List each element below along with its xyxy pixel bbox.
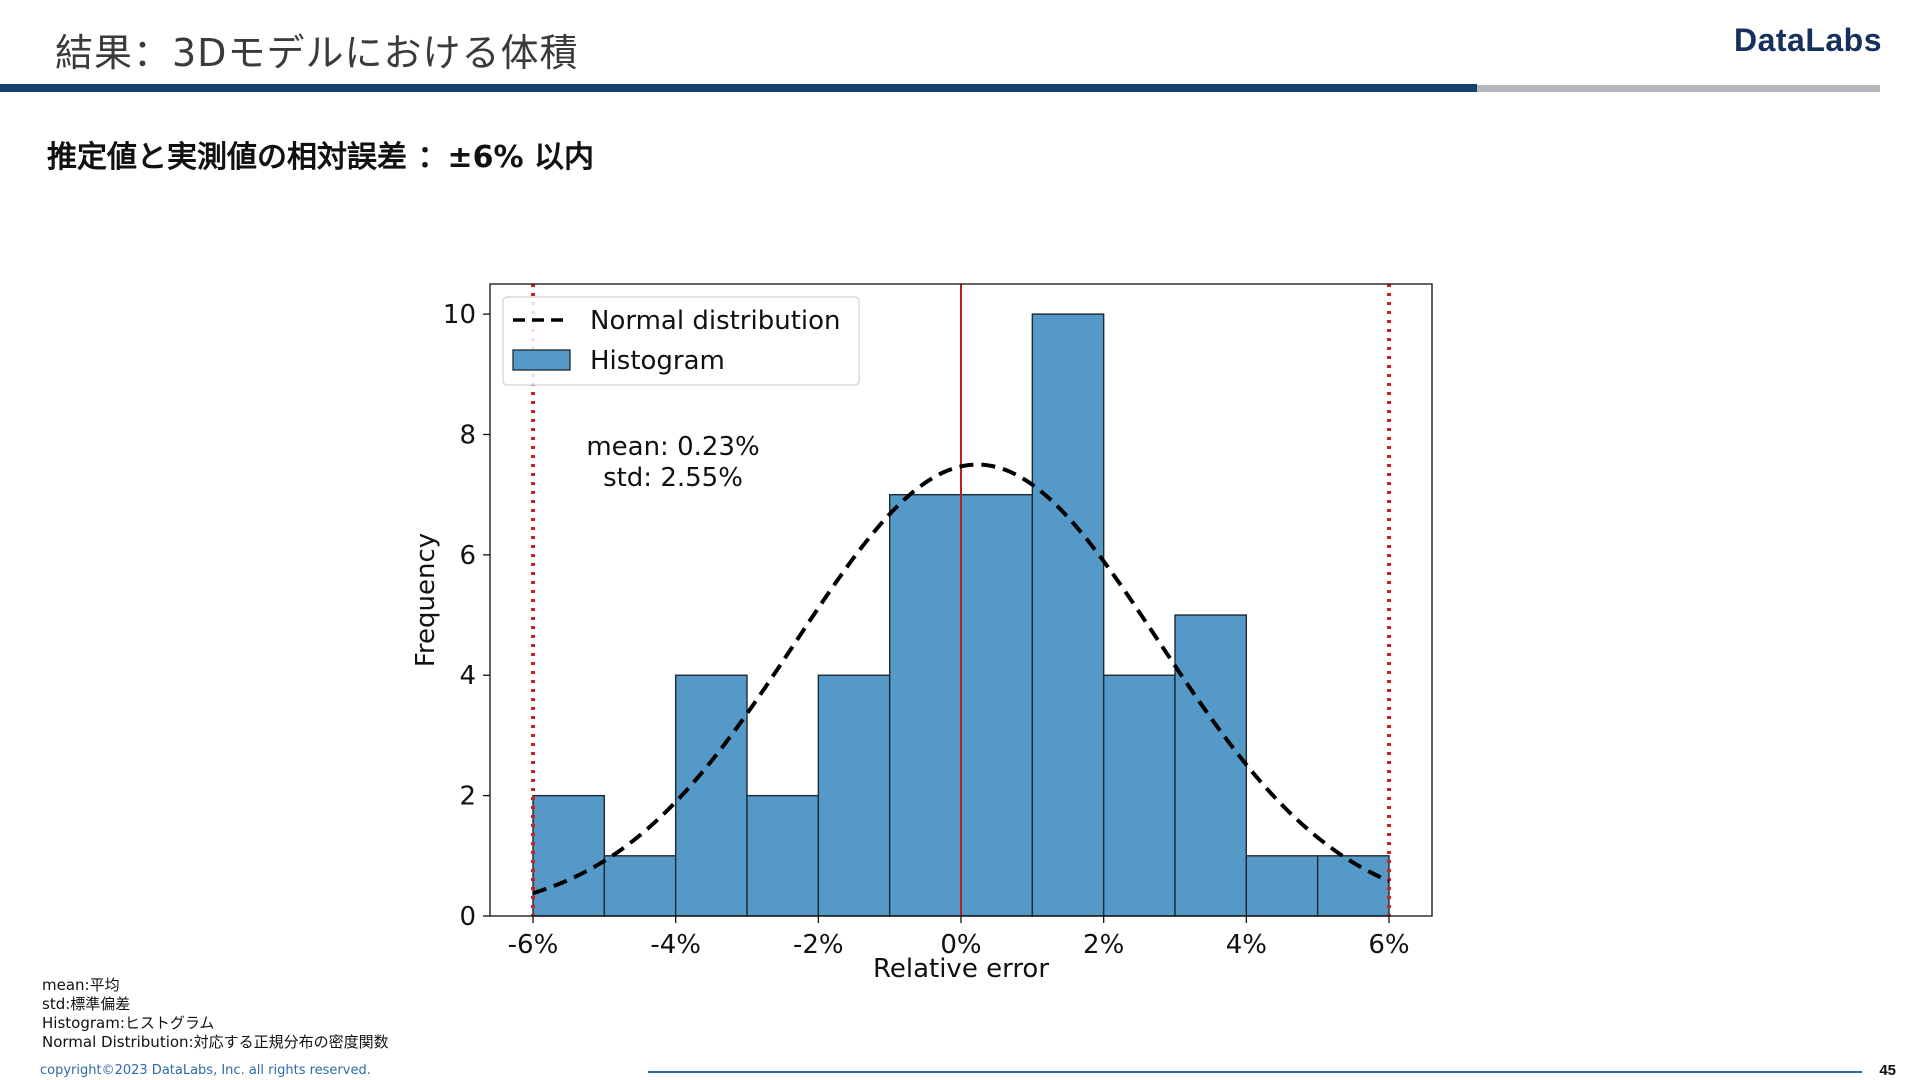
footer-rule: [648, 1071, 1862, 1073]
annotation-std: std: 2.55%: [603, 463, 743, 493]
header-rule-dark: [0, 84, 1477, 92]
legend-label-normal: Normal distribution: [590, 306, 841, 336]
slide-title: 結果：3Dモデルにおける体積: [55, 31, 579, 75]
bars-layer: [532, 313, 1390, 917]
note-mean: mean:平均: [42, 976, 120, 994]
brand-logo: DataLabs: [1733, 22, 1882, 58]
term-notes: mean:平均 std:標準偏差 Histogram:ヒストグラム Normal…: [42, 976, 389, 1052]
legend-frame: [502, 296, 860, 386]
ticks-layer: -6% -4% -2% 0% 2% 4% 6% 0 2 4 6 8 10: [443, 300, 1410, 960]
legend-label-histogram: Histogram: [590, 346, 725, 376]
curve-layer: [532, 462, 1390, 896]
histogram-bar: [817, 674, 891, 917]
y-axis-label: Frequency: [411, 533, 441, 667]
annotation-mean: mean: 0.23%: [586, 432, 759, 462]
x-axis-label: Relative error: [873, 954, 1049, 984]
x-tick-label: 0%: [940, 930, 981, 960]
histogram-bar: [1174, 614, 1248, 917]
y-tick-label: 0: [459, 902, 476, 932]
note-normal-distribution: Normal Distribution:対応する正規分布の密度関数: [42, 1033, 389, 1051]
histogram-bar: [1245, 855, 1319, 917]
histogram-bar: [532, 794, 606, 917]
header-rule-light: [1477, 85, 1880, 92]
note-histogram: Histogram:ヒストグラム: [42, 1014, 215, 1032]
page-number: 45: [1879, 1062, 1896, 1079]
slide-subtitle: 推定値と実測値の相対誤差 ：±6% 以内: [47, 140, 594, 175]
histogram-bar: [1316, 855, 1390, 917]
legend-swatch-histogram: [512, 349, 571, 371]
histogram-bar: [674, 674, 748, 917]
histogram-bar: [1031, 313, 1105, 917]
y-tick-label: 4: [459, 661, 476, 691]
chart-legend: Normal distribution Histogram: [502, 296, 860, 386]
note-std: std:標準偏差: [42, 995, 131, 1013]
histogram-bar: [603, 855, 677, 917]
y-tick-label: 6: [459, 541, 476, 571]
y-tick-label: 10: [443, 300, 476, 330]
x-tick-label: 2%: [1083, 930, 1124, 960]
y-tick-label: 2: [459, 782, 476, 812]
stats-annotation: mean: 0.23% std: 2.55%: [586, 432, 759, 493]
histogram-bar: [960, 493, 1034, 917]
histogram-bar: [1102, 674, 1176, 917]
copyright-text: copyright©2023 DataLabs, Inc. all rights…: [40, 1063, 371, 1078]
y-tick-label: 8: [459, 420, 476, 450]
reference-lines-layer: [531, 284, 1391, 916]
chart-container: -6% -4% -2% 0% 2% 4% 6% 0 2 4 6 8 10 Relative error …: [411, 283, 1433, 984]
histogram-bar: [746, 794, 820, 917]
x-tick-label: -2%: [793, 930, 844, 960]
x-tick-label: 6%: [1368, 930, 1409, 960]
x-tick-label: -6%: [508, 930, 559, 960]
x-tick-label: 4%: [1226, 930, 1267, 960]
normal-distribution-curve: [532, 462, 1390, 896]
histogram-bar: [888, 493, 962, 917]
x-tick-label: -4%: [650, 930, 701, 960]
